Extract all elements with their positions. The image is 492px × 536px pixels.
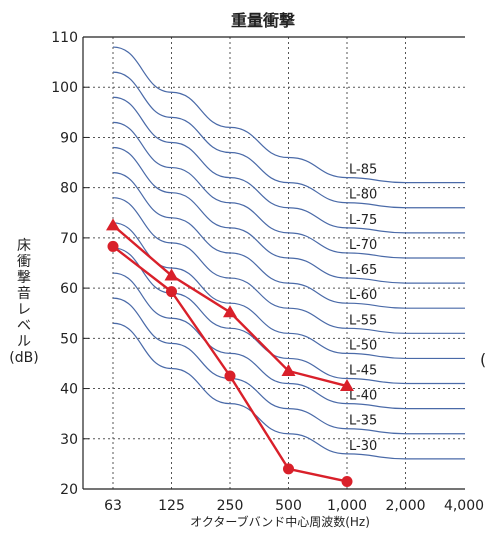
side-parenthesis: ( — [480, 350, 487, 369]
grid — [83, 37, 465, 489]
curve-label: L-35 — [349, 414, 377, 429]
y-tick-label: 100 — [51, 80, 78, 96]
circle-point — [107, 240, 119, 252]
y-tick-label: 30 — [60, 432, 78, 448]
data-series — [106, 218, 354, 487]
curve-label: L-45 — [349, 364, 377, 379]
curve-label: L-85 — [349, 163, 377, 178]
y-axis-label-char: 撃 — [17, 270, 31, 286]
curve-l-35 — [112, 297, 465, 435]
y-axis-label-char: 衝 — [17, 254, 31, 270]
circle-point — [224, 370, 236, 382]
x-tick-label: 500 — [275, 498, 302, 514]
curve-label: L-30 — [349, 439, 377, 454]
y-tick-label: 20 — [60, 482, 78, 498]
y-axis-label-char: ベ — [17, 318, 31, 334]
x-tick-label: 2,000 — [385, 498, 425, 514]
curve-l-55 — [112, 197, 465, 334]
curve-l-50 — [112, 222, 465, 360]
curve-label: L-70 — [349, 238, 377, 253]
curve-l-60 — [112, 172, 465, 309]
y-axis-label-char: 床 — [17, 238, 31, 254]
y-tick-label: 50 — [60, 331, 78, 347]
x-tick-label: 4,000 — [444, 498, 484, 514]
curve-label: L-65 — [349, 263, 377, 278]
curve-l-30 — [112, 322, 465, 460]
curve-l-75 — [112, 96, 465, 234]
curve-label: L-40 — [349, 389, 377, 404]
curve-label: L-55 — [349, 313, 377, 328]
y-tick-label: 70 — [60, 231, 78, 247]
x-tick-label: 125 — [158, 498, 185, 514]
triangle-point — [281, 363, 296, 376]
y-axis-label-char: ル — [17, 334, 31, 350]
circle-point — [166, 286, 177, 298]
y-tick-label: 40 — [60, 382, 78, 398]
x-tick-label: 1,000 — [327, 498, 367, 514]
y-tick-label: 110 — [51, 30, 78, 46]
y-axis-label-char: 音 — [17, 285, 31, 302]
y-axis-label-char: (dB) — [9, 350, 38, 366]
triangle-point — [340, 379, 354, 392]
axes: 20 30 40 50 60 70 80 90 100 110 63 125 250 500 1,000 2,… — [51, 30, 484, 514]
chart-title: 重量衝撃 — [231, 11, 295, 30]
curve-label: L-50 — [349, 338, 377, 353]
x-axis-label: オクターブバンド中心周波数(Hz) — [190, 514, 370, 529]
curve-l-40 — [112, 272, 465, 410]
y-axis-label-char: レ — [17, 302, 31, 318]
x-tick-label: 63 — [104, 498, 122, 514]
curve-l-85 — [112, 46, 465, 184]
curve-label: L-75 — [349, 213, 377, 228]
curve-label: L-60 — [349, 288, 377, 303]
circle-point — [283, 463, 294, 475]
y-tick-label: 60 — [60, 281, 78, 297]
circle-point — [341, 475, 353, 487]
y-tick-label: 90 — [60, 130, 78, 146]
x-tick-label: 250 — [217, 498, 244, 514]
triangle-point — [164, 268, 179, 281]
triangle-point — [106, 218, 120, 231]
curve-l-80 — [112, 71, 466, 209]
y-tick-label: 80 — [60, 181, 78, 197]
curve-l-65 — [112, 146, 465, 284]
curve-l-70 — [112, 121, 465, 259]
curve-label: L-80 — [349, 188, 377, 203]
triangle-point — [223, 305, 237, 318]
